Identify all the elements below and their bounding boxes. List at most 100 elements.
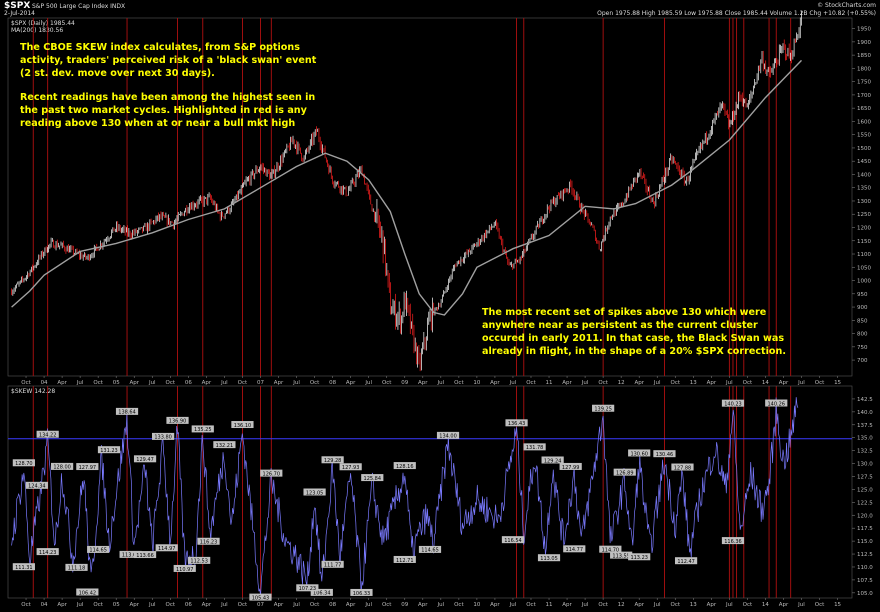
x-tick-label: Oct (93, 602, 103, 608)
label-box (133, 551, 157, 559)
y-tick-label: 1500 (857, 146, 871, 152)
annotation-intro: The CBOE SKEW index calculates, from S&P… (20, 42, 317, 79)
x-tick-label: 11 (546, 602, 553, 608)
skew-value-label: 140.23 (721, 399, 745, 407)
x-tick-label: Jul (148, 380, 156, 386)
x-tick-label: Jul (653, 380, 661, 386)
x-tick-label: Oct (815, 380, 825, 386)
label-text: 113.55 (612, 553, 630, 559)
skew-value-label: 127.88 (671, 463, 694, 471)
label-text: 126.89 (616, 470, 634, 476)
x-tick-label: 04 (41, 602, 48, 608)
x-tick-label: 05 (113, 380, 120, 386)
x-tick-label: Jul (509, 602, 517, 608)
skew-value-label: 133.80 (151, 432, 175, 441)
label-text: 105.43 (252, 595, 270, 601)
x-tick-label: Apr (779, 602, 789, 608)
skew-value-label: 113.23 (628, 553, 651, 561)
y-tick-label: 1550 (857, 133, 871, 139)
y-tick-label: 107.5 (857, 578, 873, 584)
x-tick-label: Oct (526, 602, 536, 608)
x-tick-label: 13 (690, 602, 697, 608)
label-text: 136.10 (234, 423, 252, 429)
label-text: 136.90 (169, 419, 187, 425)
x-tick-label: Apr (57, 602, 67, 608)
annotation-line: activity, traders' perceived risk of a '… (20, 55, 317, 66)
y-tick-label: 900 (857, 305, 868, 311)
label-text: 129.24 (544, 458, 562, 464)
price-y-axis: 700 750 800 850 900 950 1000 1050 1100 1150 1200 12… (852, 27, 871, 364)
skew-y-axis: 105.0 107.5 110.0 112.5 115.0 117.5 120.0 122.5… (852, 397, 873, 597)
skew-value-label: 127.97 (76, 463, 99, 471)
label-text: 126.70 (263, 471, 281, 477)
label-box (115, 407, 139, 415)
x-tick-label: 07 (257, 602, 264, 608)
label-text: 113.69 (122, 553, 140, 559)
label-text: 114.70 (602, 547, 620, 553)
y-tick-label: 142.5 (857, 397, 873, 403)
x-tick-label: Oct (598, 380, 608, 386)
chart-header: $SPX S&P 500 Large Cap Index INDX 2-Jul-… (4, 1, 876, 17)
skew-value-label: 124.34 (25, 481, 48, 490)
x-tick-label: 14 (762, 380, 769, 386)
x-tick-label: Apr (57, 380, 67, 386)
annotation-line: occured in early 2011. In that case, the… (482, 333, 784, 344)
label-text: 114.23 (39, 550, 57, 556)
annotation-line: The most recent set of spikes above 130 … (482, 307, 767, 318)
x-tick-label: Oct (743, 380, 753, 386)
label-box (721, 399, 745, 407)
label-box (674, 557, 698, 565)
annotation-readings: Recent readings have been among the high… (20, 92, 315, 129)
label-box (339, 463, 362, 471)
y-tick-label: 105.0 (857, 591, 873, 597)
label-box (303, 488, 326, 496)
label-box (628, 449, 651, 457)
y-tick-label: 1950 (857, 27, 871, 33)
x-tick-label: Apr (129, 380, 139, 386)
annotation-line: Recent readings have been among the high… (20, 92, 315, 103)
skew-value-label: 116.36 (721, 537, 745, 545)
x-tick-label: Jul (76, 380, 84, 386)
x-tick-label: Oct (743, 602, 753, 608)
label-box (653, 450, 676, 458)
label-box (133, 455, 157, 463)
skew-x-axis: Oct 04 Apr Jul Oct 05 Apr Jul Oct 06 Apr Jul Oct 07 Ap… (21, 598, 842, 608)
x-tick-label: Apr (634, 380, 644, 386)
price-legend-label: $SPX (Daily) 1985.44 (11, 20, 75, 27)
skew-value-label: 127.99 (559, 462, 582, 471)
label-box (361, 474, 384, 482)
skew-value-label: 139.25 (592, 404, 615, 413)
label-box (65, 563, 88, 571)
x-tick-label: Apr (634, 602, 644, 608)
x-tick-label: Oct (238, 602, 248, 608)
skew-value-label: 112.47 (674, 557, 698, 565)
label-text: 112.71 (396, 558, 414, 564)
label-text: 125.84 (364, 476, 382, 482)
x-tick-label: 12 (618, 380, 625, 386)
y-tick-label: 700 (857, 358, 868, 364)
label-box (592, 404, 615, 412)
label-text: 111.31 (15, 565, 33, 571)
annotation-line: already in flight, in the shape of a 20%… (482, 346, 786, 357)
chart-date: 2-Jul-2014 (4, 10, 35, 17)
label-box (231, 421, 254, 429)
label-box (436, 431, 460, 439)
label-box (76, 588, 99, 596)
x-tick-label: Jul (437, 380, 445, 386)
label-text: 129.28 (324, 458, 342, 464)
label-box (599, 545, 622, 553)
y-tick-label: 1450 (857, 159, 871, 165)
x-tick-label: 15 (834, 380, 841, 386)
skew-value-label: 125.84 (361, 474, 384, 482)
label-box (188, 556, 211, 564)
x-tick-label: Oct (454, 602, 464, 608)
price-panel-frame (7, 17, 853, 377)
label-box (505, 419, 528, 427)
skew-value-label: 135.25 (191, 425, 214, 433)
x-tick-label: 04 (41, 380, 48, 386)
label-text: 133.80 (154, 435, 172, 441)
label-text: 114.97 (158, 546, 176, 552)
y-tick-label: 1750 (857, 80, 871, 86)
annotation-line: the past two market cycles. Highlighted … (20, 105, 308, 116)
